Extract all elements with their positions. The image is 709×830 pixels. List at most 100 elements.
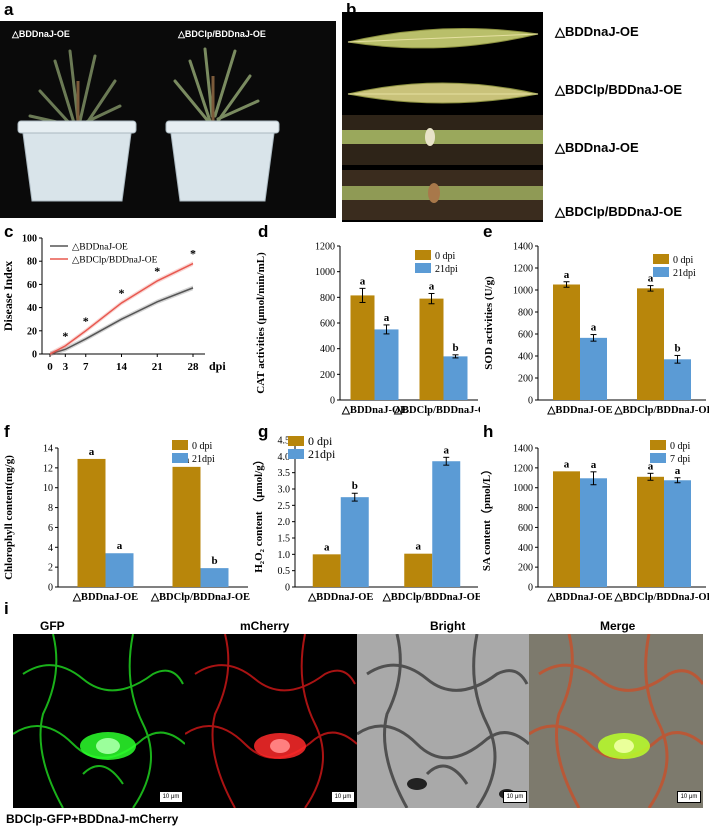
- y-tick-label: 10: [43, 483, 53, 494]
- category-label: △BDClp/BDDnaJ-OE: [613, 405, 709, 416]
- legend-label: 21dpi: [673, 268, 696, 279]
- y-tick-label: 200: [518, 374, 533, 385]
- chart-g-h2o2: 0 0.5 1.0 1.5 2.0 2.5 3.0 3.5 4.0 4.5 H₂O₂ content…: [252, 434, 480, 603]
- bar: [432, 461, 461, 587]
- bar: [350, 295, 375, 400]
- bar: [553, 471, 580, 587]
- y-tick-label: 200: [320, 370, 335, 381]
- legend-label: 21dpi: [308, 447, 336, 461]
- significance-letter: b: [452, 342, 458, 354]
- y-tick-label: 600: [518, 330, 533, 341]
- y-tick-label: 0: [48, 583, 53, 594]
- potted-plants-illustration: [17, 47, 280, 202]
- legend-label: 21dpi: [435, 264, 458, 275]
- bar: [404, 553, 433, 587]
- panel-a-left-label: △BDDnaJ-OE: [12, 29, 70, 39]
- legend-swatch: [288, 436, 304, 446]
- significance-letter: a: [564, 269, 570, 281]
- y-axis-label: Disease Index: [1, 261, 15, 331]
- panel-a-right-label: △BDClp/BDDnaJ-OE: [178, 29, 266, 39]
- chart-f-chlorophyll: 0 2 4 6 8 10 12 14 Chlorophyll content(mg/g) a a △B…: [3, 440, 250, 603]
- bar: [419, 298, 444, 400]
- y-axis-label: CAT activities (μmol/min/mL): [255, 252, 267, 394]
- significance-letter: a: [648, 273, 654, 285]
- bar: [200, 568, 229, 587]
- y-tick-label: 1200: [315, 242, 335, 253]
- panel-letter-b: b: [346, 0, 357, 19]
- y-tick-label: 600: [518, 523, 533, 534]
- y-tick-label: 400: [518, 543, 533, 554]
- legend-label: 0 dpi: [673, 255, 694, 266]
- bar: [340, 497, 369, 587]
- legend-swatch: [172, 440, 188, 450]
- y-tick-label: 4.0: [278, 452, 291, 463]
- micro-title-gfp: GFP: [40, 619, 65, 633]
- category-label: △BDDnaJ-OE: [546, 405, 612, 416]
- panel-b-label-4: △BDClp/BDDnaJ-OE: [555, 204, 683, 219]
- bar: [580, 478, 607, 587]
- legend-label: 0 dpi: [435, 251, 456, 262]
- significance-star: *: [190, 247, 196, 261]
- significance-star: *: [119, 286, 125, 300]
- bar: [664, 480, 691, 587]
- y-tick-label: 0: [528, 396, 533, 407]
- y-tick-label: 1400: [513, 444, 533, 455]
- y-tick-label: 1.0: [278, 550, 291, 561]
- y-tick-label: 20: [27, 326, 37, 337]
- bar: [172, 466, 201, 587]
- y-tick-label: 0: [285, 583, 290, 594]
- significance-letter: a: [591, 322, 597, 334]
- significance-star: *: [62, 329, 68, 343]
- legend-label: △BDClp/BDDnaJ-OE: [72, 256, 158, 266]
- significance-star: *: [154, 264, 160, 278]
- category-label: △BDDnaJ-OE: [307, 592, 373, 603]
- category-label: △BDDnaJ-OE: [72, 592, 138, 603]
- scale-bar-bright: 10 μm: [503, 791, 527, 803]
- y-tick-label: 800: [518, 503, 533, 514]
- bar: [77, 458, 106, 587]
- chart-d-cat-activity: 0 200 400 600 800 1000 1200 CAT activities (μmo…: [255, 242, 480, 417]
- significance-letter: a: [360, 275, 366, 287]
- y-tick-label: 3.0: [278, 485, 291, 496]
- category-label: △BDDnaJ-OE: [341, 405, 407, 416]
- y-tick-label: 80: [27, 257, 37, 268]
- bar: [664, 359, 691, 400]
- panel-b-photo: [342, 12, 543, 222]
- x-tick-label: 3: [63, 361, 69, 373]
- y-tick-label: 0: [330, 396, 335, 407]
- y-tick-label: 1200: [513, 264, 533, 275]
- y-tick-label: 800: [320, 293, 335, 304]
- y-tick-label: 4: [48, 543, 53, 554]
- legend-label: △BDDnaJ-OE: [72, 243, 128, 253]
- y-tick-label: 600: [320, 319, 335, 330]
- y-tick-label: 800: [518, 308, 533, 319]
- y-axis-label: SOD activities (U/g): [483, 276, 495, 370]
- y-tick-label: 1200: [513, 463, 533, 474]
- y-tick-label: 100: [22, 234, 37, 245]
- significance-letter: a: [384, 312, 390, 324]
- bar: [553, 284, 580, 400]
- y-axis-label: SA content（pmol/L）: [480, 464, 493, 571]
- bar: [312, 554, 341, 587]
- significance-letter: a: [675, 465, 681, 477]
- chart-e-sod-activity: 0 200 400 600 800 1000 1200 1400 SOD activities …: [483, 242, 709, 417]
- series-band: [50, 261, 193, 357]
- legend-label: 0 dpi: [192, 441, 213, 452]
- micro-title-mcherry: mCherry: [240, 619, 290, 633]
- leaf-stem-illustration: [342, 28, 543, 220]
- bar: [374, 329, 399, 400]
- significance-letter: b: [211, 555, 217, 567]
- micro-gfp-image: 10 μm: [13, 634, 185, 808]
- y-tick-label: 2.0: [278, 517, 291, 528]
- series-line: [49, 262, 194, 355]
- y-tick-label: 3.5: [278, 468, 291, 479]
- panel-letter-f: f: [4, 422, 10, 441]
- legend-swatch: [653, 254, 669, 264]
- category-label: △BDClp/BDDnaJ-OE: [382, 592, 480, 603]
- legend-swatch: [415, 250, 431, 260]
- legend-label: 7 dpi: [670, 454, 691, 465]
- y-tick-label: 0: [32, 350, 37, 361]
- y-tick-label: 2.5: [278, 501, 291, 512]
- y-axis-label: H₂O₂ content （μmol/g）: [252, 454, 265, 573]
